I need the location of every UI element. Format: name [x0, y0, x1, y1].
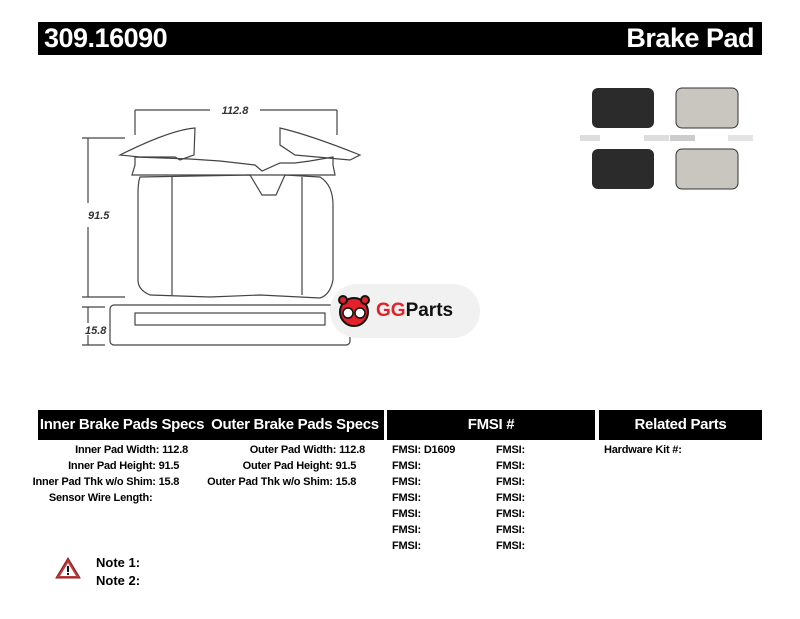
fmsi-row: FMSI: FMSI:: [392, 522, 592, 538]
inner-specs-heading: Inner Brake Pads Specs: [38, 410, 206, 440]
sensor-wire-length: Sensor Wire Length:000000: [48, 492, 153, 504]
height-dimension: 91.5: [88, 210, 110, 222]
note-2: Note 2:: [96, 573, 141, 588]
ggparts-logo: [330, 284, 480, 338]
width-dimension: 112.8: [222, 105, 250, 117]
fmsi-row: FMSI: FMSI:: [392, 538, 592, 554]
fmsi-label: FMSI:: [496, 444, 525, 456]
fmsi-label: FMSI:: [496, 460, 525, 472]
page-title: Brake Pad: [626, 23, 754, 53]
fmsi-label: FMSI:: [496, 476, 525, 488]
brake-pad-drawing: 91.5 112.8 15.8: [82, 105, 362, 346]
fmsi-label: FMSI:: [392, 492, 421, 504]
hardware-kit: Hardware Kit #:: [604, 444, 682, 456]
inner-pad-thickness: Inner Pad Thk w/o Shim: 15.8.8: [32, 476, 180, 488]
fmsi-label: FMSI:: [496, 508, 525, 520]
fmsi-label: FMSI:: [392, 524, 421, 536]
fmsi-label: FMSI:: [392, 476, 421, 488]
fmsi-row: FMSI: FMSI:: [392, 490, 592, 506]
fmsi-heading: FMSI #: [387, 410, 595, 440]
thickness-dimension: 15.8: [85, 325, 107, 337]
ggparts-mascot-icon: [338, 295, 370, 327]
inner-specs-list: Inner Pad Width: 112.8 Inner Pad Height:…: [30, 442, 189, 506]
fmsi-row: FMSI: D1609 FMSI:: [392, 442, 592, 458]
product-photo: [580, 87, 753, 190]
fmsi-label: FMSI:: [392, 508, 421, 520]
fmsi-row: FMSI: FMSI:: [392, 506, 592, 522]
fmsi-label: FMSI:: [392, 540, 421, 552]
outer-specs-list: Outer Pad Width: 112.8 Outer Pad Height:…: [200, 442, 365, 490]
fmsi-label: FMSI:: [496, 524, 525, 536]
fmsi-list: FMSI: D1609 FMSI: FMSI: FMSI: FMSI: FMSI: FM…: [392, 442, 592, 554]
inner-pad-height: Inner Pad Height: 91.5.8: [68, 460, 180, 472]
ggparts-wordmark: GGParts: [376, 300, 454, 321]
inner-pad-width: Inner Pad Width: 112.8: [75, 444, 188, 456]
outer-pad-width: Outer Pad Width: 112.8: [249, 444, 366, 456]
fmsi-value: D1609: [423, 444, 456, 456]
warning-icon: [55, 557, 81, 579]
part-number: 309.16090: [44, 23, 168, 53]
outer-pad-height: Outer Pad Height: 91.5.8: [242, 460, 357, 472]
fmsi-label: FMSI:: [392, 444, 421, 456]
notes: Note 1: Note 2:: [96, 554, 140, 590]
fmsi-row: FMSI: FMSI:: [392, 474, 592, 490]
note-1: Note 1:: [96, 555, 141, 570]
fmsi-label: FMSI:: [392, 460, 421, 472]
outer-specs-heading: Outer Brake Pads Specs: [206, 410, 384, 440]
fmsi-row: FMSI: FMSI:: [392, 458, 592, 474]
header-bar: 309.16090 Brake Pad: [38, 22, 762, 55]
fmsi-label: FMSI:: [496, 540, 525, 552]
outer-pad-thickness: Outer Pad Thk w/o Shim: 15.8.8: [207, 476, 357, 488]
fmsi-label: FMSI:: [496, 492, 525, 504]
related-parts-heading: Related Parts: [599, 410, 762, 440]
